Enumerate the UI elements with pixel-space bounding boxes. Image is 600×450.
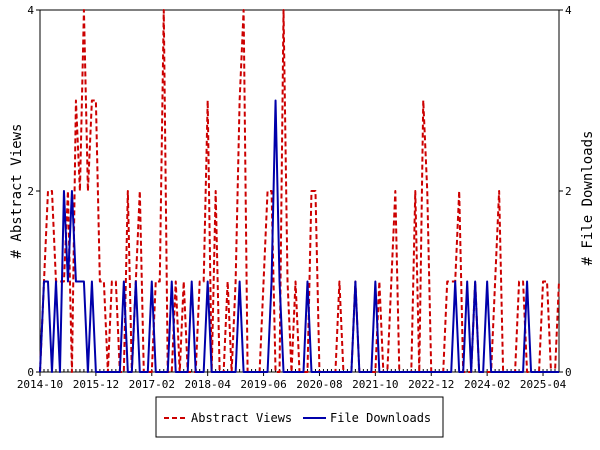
y-tick-left-label: 0 <box>27 366 34 379</box>
y-tick-left-label: 4 <box>27 4 34 17</box>
x-axis: 2014-10 2015-12 2017-02 2018-04 2019-06 2020-… <box>17 369 567 391</box>
plot-area <box>39 9 560 373</box>
x-tick-label: 2019-06 <box>240 378 286 391</box>
legend: Abstract Views File Downloads <box>155 396 444 438</box>
x-tick-label: 2025-04 <box>520 378 567 391</box>
y-axis-title-right: # File Downloads <box>580 131 596 266</box>
x-tick-label: 2021-10 <box>352 378 398 391</box>
y-tick-right-label: 4 <box>565 4 572 17</box>
y-tick-right-label: 0 <box>565 366 572 379</box>
x-tick-label: 2022-12 <box>408 378 454 391</box>
x-tick-label: 2017-02 <box>129 378 175 391</box>
series-line-file-downloads <box>39 99 559 373</box>
x-tick-label: 2024-02 <box>464 378 510 391</box>
y-axis-right: 0 2 4 <box>559 4 572 379</box>
x-tick-label: 2018-04 <box>184 378 231 391</box>
y-axis-left: 0 2 4 <box>27 4 40 379</box>
y-axis-title-left: # Abstract Views <box>9 124 25 259</box>
legend-label-file-downloads: File Downloads <box>330 411 431 425</box>
x-tick-label: 2014-10 <box>17 378 63 391</box>
x-tick-label: 2015-12 <box>73 378 119 391</box>
y-tick-right-label: 2 <box>565 185 572 198</box>
legend-box <box>155 396 444 438</box>
y-tick-left-label: 2 <box>27 185 34 198</box>
series-layer <box>39 9 560 373</box>
x-tick-label: 2020-08 <box>296 378 342 391</box>
legend-label-abstract-views: Abstract Views <box>191 411 292 425</box>
